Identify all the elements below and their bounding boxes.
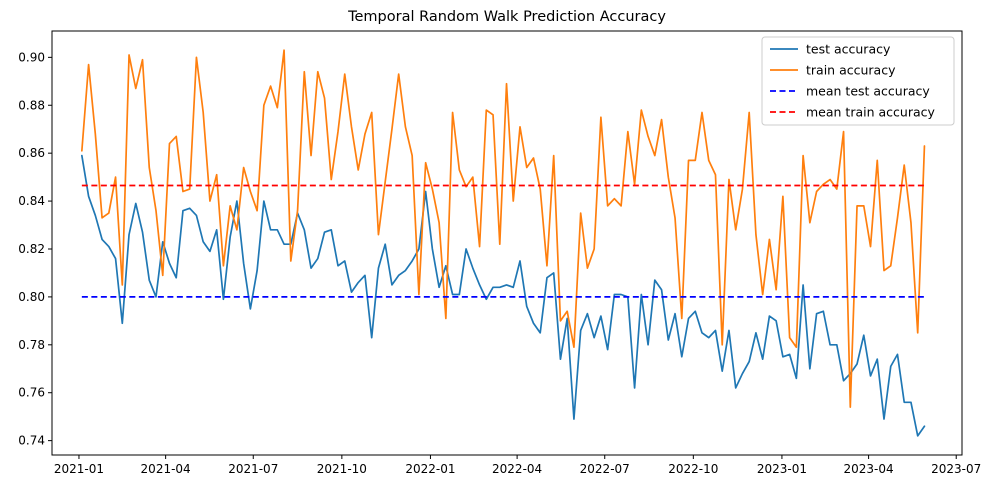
chart-title: Temporal Random Walk Prediction Accuracy <box>347 9 666 25</box>
y-tick-label: 0.86 <box>18 146 45 160</box>
y-tick-label: 0.74 <box>18 434 45 448</box>
x-tick-label: 2021-04 <box>141 462 191 476</box>
x-tick-label: 2022-01 <box>405 462 455 476</box>
x-axis: 2021-01 2021-04 2021-07 2021-10 2022-01 2022-… <box>54 455 981 476</box>
y-tick-label: 0.76 <box>18 386 45 400</box>
legend-label: mean train accuracy <box>806 105 935 120</box>
x-tick-label: 2023-04 <box>844 462 894 476</box>
legend-label: train accuracy <box>806 63 896 78</box>
y-tick-label: 0.78 <box>18 338 45 352</box>
legend: test accuracy train accuracy mean test acc… <box>761 36 955 126</box>
series-line-train-accuracy <box>80 49 926 408</box>
y-tick-label: 0.82 <box>18 242 45 256</box>
legend-box <box>761 36 955 126</box>
x-tick-label: 2022-07 <box>580 462 630 476</box>
plot-area <box>80 49 926 437</box>
legend-label: mean test accuracy <box>806 84 930 99</box>
x-tick-label: 2021-07 <box>228 462 278 476</box>
y-tick-label: 0.90 <box>18 50 45 64</box>
series-line-test-accuracy <box>80 154 926 437</box>
x-tick-label: 2021-01 <box>54 462 104 476</box>
x-tick-label: 2022-04 <box>492 462 542 476</box>
y-tick-label: 0.80 <box>18 290 45 304</box>
y-axis: 0.74 0.76 0.78 0.80 0.82 0.84 0.86 0.88 0.90 <box>18 50 52 448</box>
x-tick-label: 2023-07 <box>931 462 981 476</box>
legend-label: test accuracy <box>806 42 891 57</box>
x-tick-label: 2022-10 <box>668 462 718 476</box>
plot-frame <box>51 30 963 456</box>
x-tick-label: 2023-01 <box>757 462 807 476</box>
x-tick-label: 2021-10 <box>317 462 367 476</box>
y-tick-label: 0.88 <box>18 98 45 112</box>
y-tick-label: 0.84 <box>18 194 45 208</box>
